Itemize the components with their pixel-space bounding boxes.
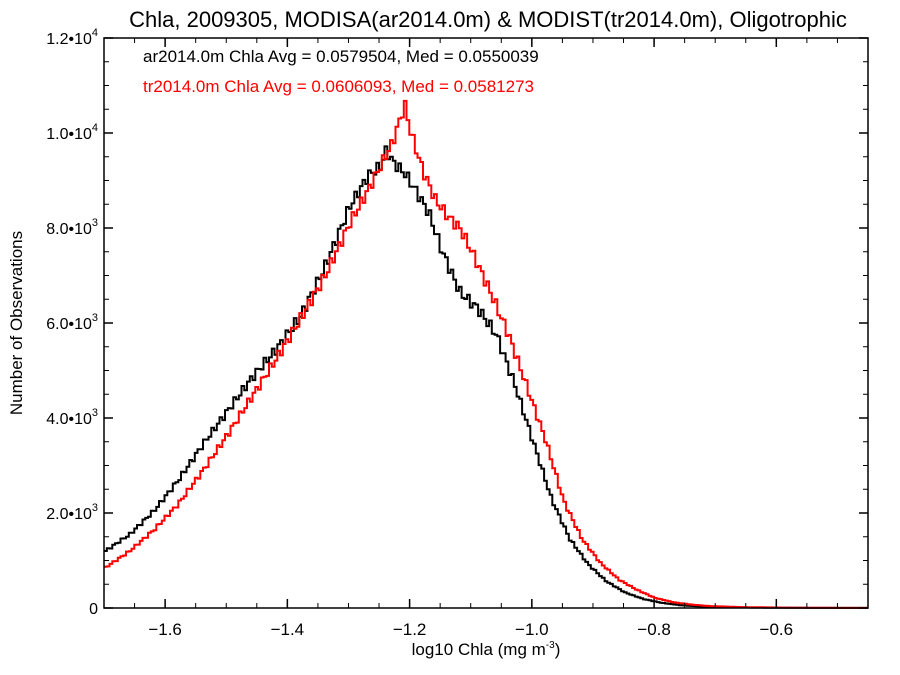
x-tick-label: −1.0 — [515, 620, 549, 639]
series-1-line — [104, 99, 868, 609]
y-tick-label-exp: 3 — [92, 502, 98, 514]
y-tick-label-exp: 3 — [92, 407, 98, 419]
y-tick-label-exp: 4 — [92, 122, 98, 134]
x-axis-label-sup: -3 — [546, 640, 555, 651]
y-tick-label: 0 — [89, 601, 98, 618]
y-tick-label: 1.2•104 — [46, 27, 98, 48]
y-tick-label-base: 6.0•10 — [46, 316, 92, 333]
series-layer — [104, 99, 868, 609]
x-tick-label: −1.4 — [271, 620, 305, 639]
series-0-line — [104, 145, 868, 609]
y-tick-label-base: 1.2•10 — [46, 31, 92, 48]
y-tick-label: 2.0•103 — [46, 502, 98, 523]
y-tick-label-base: 1.0•10 — [46, 126, 92, 143]
chart-title: Chla, 2009305, MODISA(ar2014.0m) & MODIS… — [129, 7, 847, 32]
y-tick-label: 6.0•103 — [46, 312, 98, 333]
x-axis-ticks: −1.6 −1.4 −1.2 −1.0 −0.8 −0.6 — [134, 38, 838, 639]
legend: ar2014.0m Chla Avg = 0.0579504, Med = 0.… — [143, 47, 539, 96]
y-tick-label: 1.0•104 — [46, 122, 98, 143]
x-tick-label: −0.8 — [637, 620, 671, 639]
y-axis-label: Number of Observations — [7, 231, 26, 415]
x-tick-label: −0.6 — [760, 620, 794, 639]
y-tick-label-base: 8.0•10 — [46, 221, 92, 238]
y-tick-label-exp: 3 — [92, 312, 98, 324]
y-tick-label: 4.0•103 — [46, 407, 98, 428]
plot-area: −1.6 −1.4 −1.2 −1.0 −0.8 −0.6 02.0•1034.0•103… — [46, 27, 869, 639]
y-axis-ticks: 02.0•1034.0•1036.0•1038.0•1031.0•1041.2•… — [46, 27, 868, 618]
legend-entry-ar2014: ar2014.0m Chla Avg = 0.0579504, Med = 0.… — [143, 47, 539, 66]
x-tick-label: −1.6 — [148, 620, 182, 639]
y-tick-label-base: 4.0•10 — [46, 411, 92, 428]
y-tick-label-exp: 4 — [92, 27, 98, 39]
x-tick-label: −1.2 — [393, 620, 427, 639]
y-tick-label-base: 0 — [89, 601, 98, 618]
y-tick-label: 8.0•103 — [46, 217, 98, 238]
x-axis-label: log10 Chla (mg m-3) — [412, 640, 561, 659]
x-axis-label-end: ) — [555, 640, 561, 659]
legend-entry-tr2014: tr2014.0m Chla Avg = 0.0606093, Med = 0.… — [143, 77, 534, 96]
x-axis-label-main: log10 Chla (mg m — [412, 640, 546, 659]
y-tick-label-base: 2.0•10 — [46, 506, 92, 523]
y-tick-label-exp: 3 — [92, 217, 98, 229]
